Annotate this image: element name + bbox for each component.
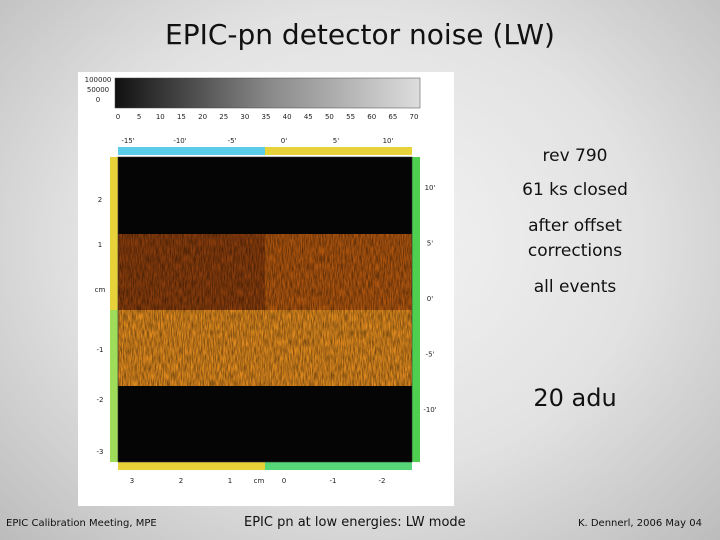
colorbar-axis-label: 60 [367,113,376,121]
colorbar-axis-label: 55 [346,113,355,121]
note: 20 adu [533,384,617,412]
footer-left: EPIC Calibration Meeting, MPE [6,518,157,529]
left-tick: -3 [97,448,104,456]
left-tick: cm [95,286,106,294]
top-tick: -15' [121,137,134,145]
right-tick: -10' [423,406,436,414]
right-tick: 10' [425,184,436,192]
colorbar-tick: 100000 [85,76,112,84]
bottom-tick: 3 [130,477,134,485]
note: rev 790 [542,146,608,166]
colorbar-axis-label: 20 [198,113,207,121]
title: EPIC-pn detector noise (LW) [165,18,555,51]
colorbar-axis-label: 15 [177,113,186,121]
top-tick: 10' [383,137,394,145]
colorbar-axis-label: 30 [240,113,249,121]
colorbar-tick: 50000 [87,86,109,94]
right-tick: -5' [426,351,435,359]
top-tick: 0' [281,137,287,145]
bottom-tick: -1 [330,477,337,485]
right-tick: 5' [427,240,433,248]
left-tick: -1 [97,346,104,354]
colorbar-axis-label: 10 [156,113,165,121]
left-tick: 1 [98,241,102,249]
note: 61 ks closed [522,180,628,200]
bottom-tick: -2 [379,477,386,485]
colorbar-axis-label: 40 [283,113,292,121]
colorbar-axis-label: 25 [219,113,228,121]
footer-right: K. Dennerl, 2006 May 04 [577,518,702,529]
top-tick: -10' [173,137,186,145]
colorbar-axis-label: 45 [304,113,313,121]
note: corrections [527,241,623,261]
colorbar-axis-label: 70 [410,113,419,121]
colorbar-axis-label: 5 [137,113,141,121]
footer-center: EPIC pn at low energies: LW mode [244,515,466,530]
note: all events [533,277,617,297]
colorbar-axis-label: 0 [116,113,120,121]
left-tick: 2 [98,196,102,204]
bottom-tick: 0 [282,477,286,485]
left-tick: -2 [97,396,104,404]
colorbar-axis-label: 65 [388,113,397,121]
colorbar-tick: 0 [96,96,100,104]
colorbar-axis-label: 35 [262,113,271,121]
note: after offset [528,216,622,236]
bottom-tick: 1 [228,477,232,485]
top-tick: 5' [333,137,339,145]
right-tick: 0' [427,295,433,303]
colorbar-axis-label: 50 [325,113,334,121]
top-tick: -5' [228,137,237,145]
bottom-tick: cm [254,477,265,485]
bottom-tick: 2 [179,477,183,485]
